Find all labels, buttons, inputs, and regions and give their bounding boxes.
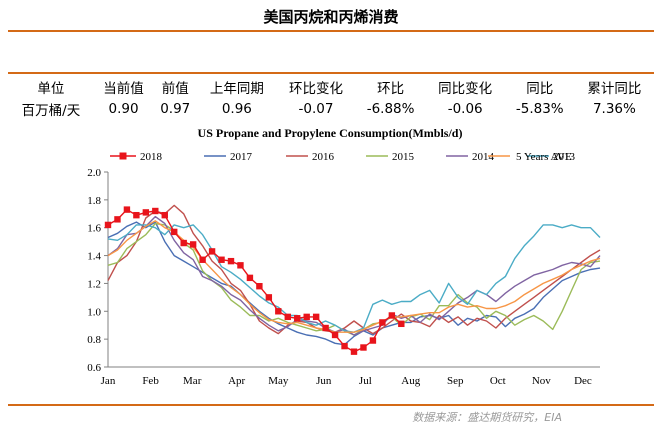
legend-label: 2015 [392,151,415,163]
x-tick-label: Jun [316,375,332,387]
y-tick-label: 1.6 [87,223,101,235]
stats-header-cell: 前值 [161,81,189,97]
data-point-2018 [360,344,367,351]
page-title: 美国丙烷和丙烯消费 [263,8,399,26]
data-point-2018 [218,256,225,263]
legend-label: 2013 [553,151,576,163]
consumption-line-chart: US Propane and Propylene Consumption(Mmb… [87,126,601,387]
data-point-2018 [265,294,273,301]
x-tick-label: May [268,375,289,387]
stats-header-cell: 上年同期 [209,81,264,97]
data-point-2018 [189,241,197,248]
stats-value-cell: -0.07 [298,101,334,117]
data-point-2018 [350,348,358,355]
data-point-2018 [379,319,386,326]
data-point-2018 [180,239,187,247]
legend-label: 2014 [472,151,495,163]
data-point-2018 [331,331,339,339]
data-point-2018 [171,228,178,236]
y-tick-label: 1.2 [87,278,101,290]
stats-divider [8,72,654,74]
stats-value-cell: -0.06 [447,101,483,117]
legend-label: 2018 [140,151,163,163]
data-point-2018 [294,315,301,322]
footer-divider [8,404,654,406]
y-tick-label: 1.8 [87,195,101,207]
series-line-2016 [107,204,601,335]
chart-series [104,204,601,355]
data-point-2018 [398,320,405,328]
series-line-2017 [107,221,601,346]
stats-header-cell: 环比变化 [289,81,343,97]
data-point-2018 [388,312,396,319]
data-point-2018 [114,216,121,223]
data-point-2018 [322,324,329,332]
series-line-5-years-ave [107,220,601,333]
stats-value-cell: 7.36% [592,101,636,117]
data-point-2018 [369,337,377,344]
data-point-2018 [152,207,159,215]
stats-value-cell: 0.96 [221,101,252,117]
data-point-2018 [303,313,310,321]
x-tick-label: Feb [142,375,159,387]
stats-value-row: 百万桶/天 0.90 0.97 0.96 -0.07 -6.88% -0.06 … [8,98,654,120]
legend-label: 2017 [230,151,253,163]
x-tick-label: Mar [183,375,202,387]
stats-header-cell: 同比 [526,81,554,97]
stats-value-cell: -6.88% [366,101,415,117]
data-point-2018 [284,313,291,321]
stats-value-cell: 0.97 [160,101,191,117]
data-point-2018 [208,248,216,255]
stats-value-cell: -5.83% [515,101,564,117]
data-point-2018 [227,257,235,265]
data-point-2018 [142,209,150,216]
x-tick-label: Dec [574,375,592,387]
y-tick-label: 2.0 [87,167,101,179]
x-tick-label: Jul [359,375,372,387]
stats-value-cell: 百万桶/天 [21,103,81,119]
stats-value-cell: 0.90 [108,101,139,117]
series-line-2014 [107,215,601,336]
y-tick-label: 1.4 [87,251,101,263]
legend-label: 5 Years AVE [516,151,572,163]
x-tick-label: Aug [401,375,420,387]
y-tick-label: 0.8 [87,334,101,346]
y-tick-label: 0.6 [87,362,101,374]
data-source-note: 数据来源：盛达期货研究，EIA [412,411,562,424]
stats-header-cell: 累计同比 [587,81,642,97]
legend-label: 2016 [312,151,335,163]
stats-header-cell: 环比 [377,81,405,97]
y-tick-label: 1.0 [87,306,101,318]
data-point-2018 [246,274,254,282]
x-tick-label: Oct [490,375,506,387]
data-point-2018 [161,211,168,219]
stats-header-cell: 单位 [37,81,65,97]
data-point-2018 [123,206,131,213]
data-point-2018 [275,308,282,315]
data-point-2018 [104,221,112,229]
chart-title: US Propane and Propylene Consumption(Mmb… [198,126,463,140]
x-tick-label: Jan [101,375,116,387]
title-divider [8,30,654,32]
stats-header-row: 单位 当前值 前值 上年同期 环比变化 环比 同比变化 同比 累计同比 [8,76,654,98]
data-point-2018 [341,342,348,350]
data-point-2018 [199,256,206,263]
stats-header-cell: 当前值 [103,81,144,97]
x-tick-label: Sep [447,375,464,387]
x-tick-label: Nov [532,375,551,387]
data-point-2018 [133,211,140,219]
data-point-2018 [312,313,320,321]
stats-table: 单位 当前值 前值 上年同期 环比变化 环比 同比变化 同比 累计同比 百万桶/… [8,76,654,120]
stats-header-cell: 同比变化 [438,81,493,97]
data-point-2018 [256,283,263,290]
chart-axes: 0.6 0.8 1.0 1.2 1.4 1.6 1.8 2.0 Jan Feb Mar Apr May J… [87,167,600,387]
legend-marker [119,152,127,160]
x-tick-label: Apr [228,375,245,387]
data-point-2018 [237,262,244,269]
